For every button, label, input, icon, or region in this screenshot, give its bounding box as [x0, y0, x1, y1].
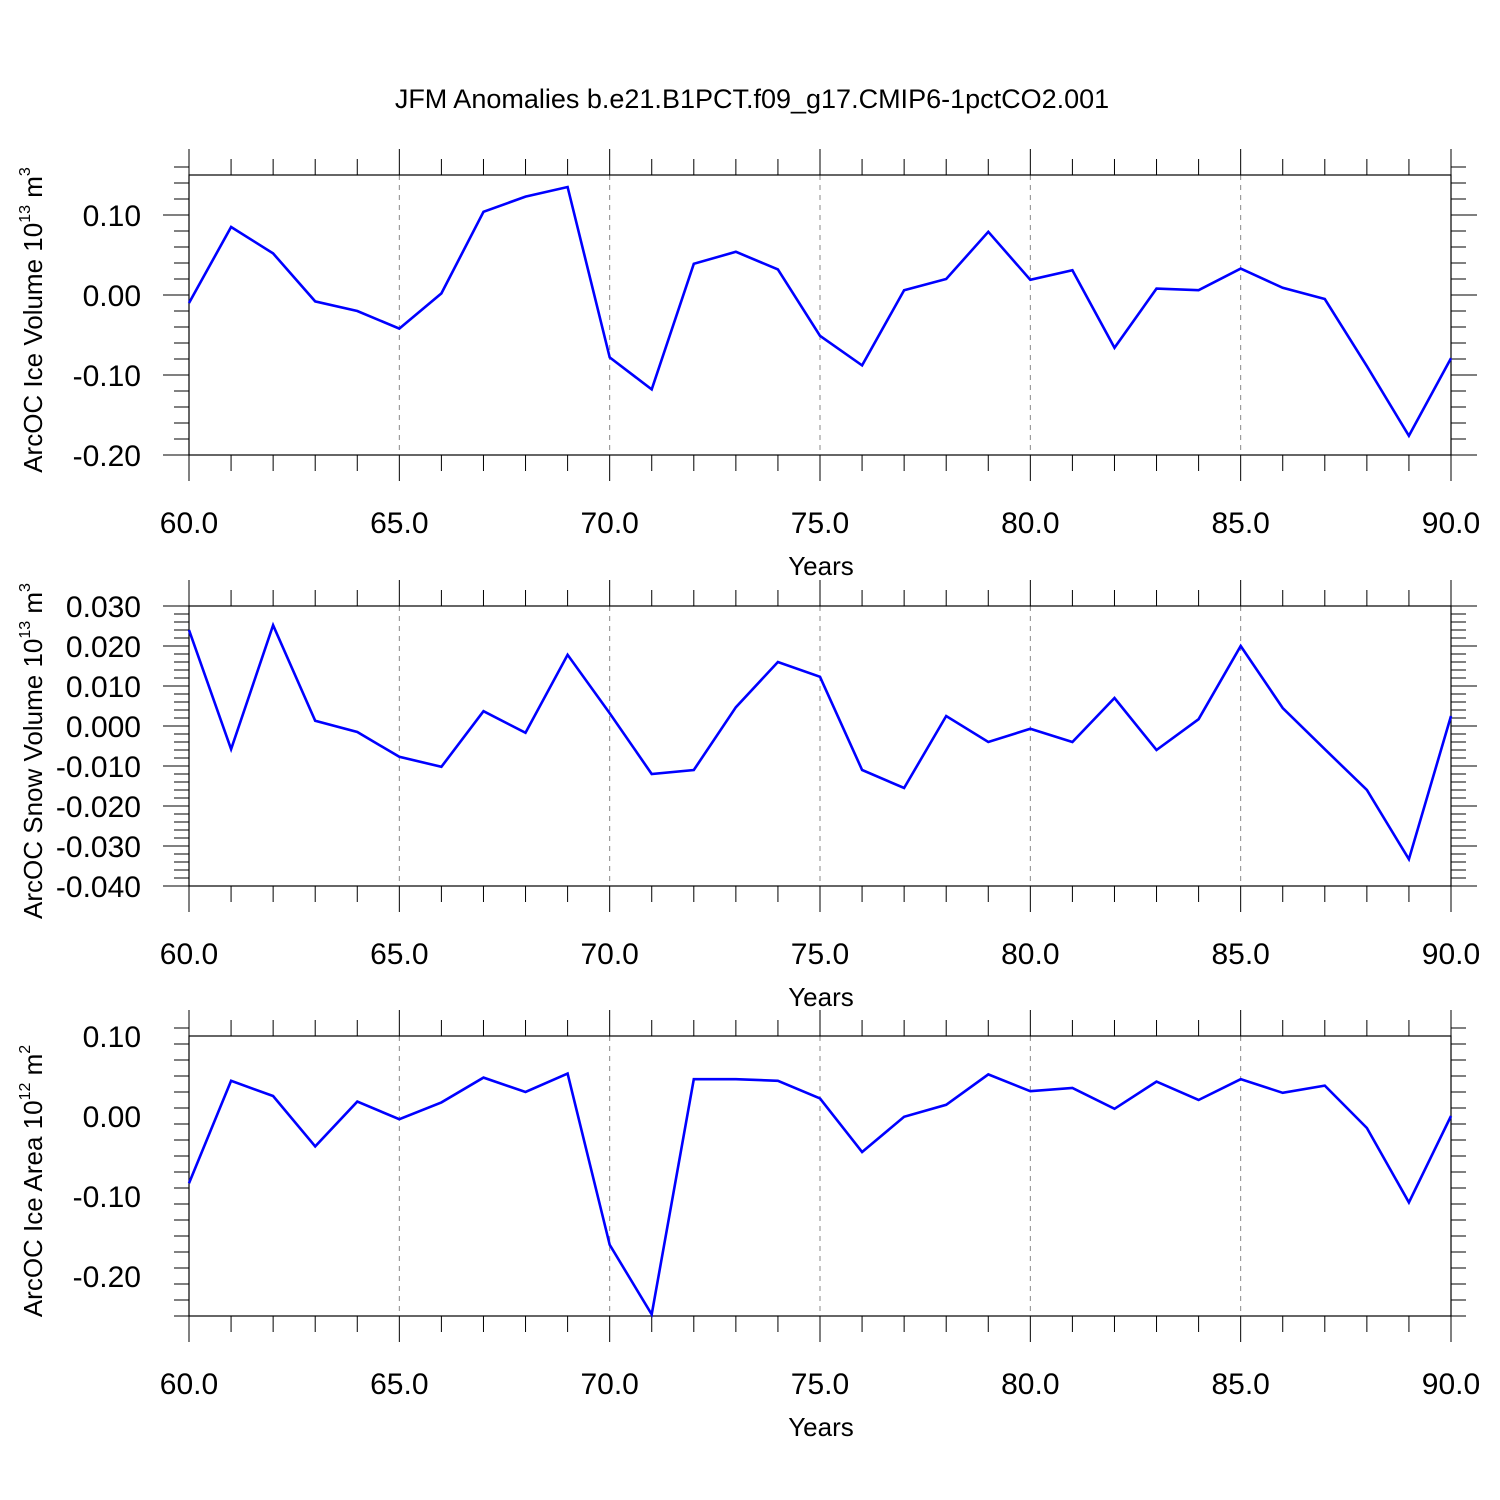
x-tick-label: 75.0 — [791, 1368, 849, 1401]
panel-snow-volume: -0.040 -0.030 -0.020 -0.010 0.000 0.010 0.020 0… — [17, 580, 1480, 1012]
x-tick-label: 75.0 — [791, 507, 849, 540]
y-tick-label: -0.010 — [56, 751, 141, 784]
series-line — [187, 1071, 1453, 1319]
x-tick-label: 85.0 — [1211, 1368, 1269, 1401]
y-tick-label: -0.040 — [56, 871, 141, 904]
x-tick-label: 90.0 — [1422, 938, 1480, 971]
x-tick-label: 90.0 — [1422, 507, 1480, 540]
y-tick-label: 0.000 — [66, 711, 141, 744]
x-tick-label: 65.0 — [370, 1368, 428, 1401]
y-axis-label-exponent: 13 — [17, 205, 34, 223]
figure-title: JFM Anomalies b.e21.B1PCT.f09_g17.CMIP6-… — [395, 84, 1109, 114]
y-tick-label: -0.020 — [56, 791, 141, 824]
y-axis-label-main: ArcOC Snow Volume 10 — [18, 639, 48, 919]
y-tick-label: 0.010 — [66, 671, 141, 704]
x-tick-label: 75.0 — [791, 938, 849, 971]
y-axis-label-unit-exponent: 3 — [17, 167, 34, 176]
x-tick-label: 80.0 — [1001, 938, 1059, 971]
x-tick-label: 70.0 — [580, 1368, 638, 1401]
y-axis-label: ArcOC Snow Volume 1013 m3 — [17, 583, 48, 919]
x-axis-label: Years — [788, 982, 854, 1012]
y-tick-label: 0.10 — [83, 1021, 141, 1054]
y-axis-label-exponent: 13 — [17, 621, 34, 639]
y-tick-label: 0.00 — [83, 280, 141, 313]
y-axis-label-main: ArcOC Ice Area 10 — [18, 1100, 48, 1317]
x-tick-label: 60.0 — [160, 1368, 218, 1401]
y-axis-label-exponent: 12 — [17, 1083, 34, 1101]
y-axis-label: ArcOC Ice Area 1012 m2 — [17, 1045, 48, 1317]
panel-ice-area: -0.20 -0.10 0.00 0.10 60.0 65.0 70.0 75.0 80.0 85… — [17, 1010, 1480, 1442]
x-tick-label: 90.0 — [1422, 1368, 1480, 1401]
y-tick-label: -0.10 — [73, 360, 141, 393]
x-tick-label: 70.0 — [580, 507, 638, 540]
y-axis-label-main: ArcOC Ice Volume 10 — [18, 223, 48, 473]
series-line — [187, 185, 1453, 439]
y-axis-label-unit: m — [18, 176, 48, 205]
x-axis-label: Years — [788, 1412, 854, 1442]
x-tick-label: 60.0 — [160, 938, 218, 971]
y-tick-label: -0.10 — [73, 1181, 141, 1214]
y-tick-label: 0.030 — [66, 591, 141, 624]
x-tick-label: 85.0 — [1211, 938, 1269, 971]
y-tick-label: 0.00 — [83, 1101, 141, 1134]
y-tick-label: -0.030 — [56, 831, 141, 864]
y-tick-label: 0.020 — [66, 631, 141, 664]
x-axis-label: Years — [788, 551, 854, 581]
x-tick-label: 65.0 — [370, 938, 428, 971]
y-axis-label-unit: m — [18, 592, 48, 621]
x-tick-label: 65.0 — [370, 507, 428, 540]
y-tick-label: -0.20 — [73, 1261, 141, 1294]
y-axis-label: ArcOC Ice Volume 1013 m3 — [17, 167, 48, 473]
x-tick-label: 80.0 — [1001, 507, 1059, 540]
x-tick-label: 85.0 — [1211, 507, 1269, 540]
x-tick-label: 80.0 — [1001, 1368, 1059, 1401]
panel-ice-volume: -0.20 -0.10 0.00 0.10 60.0 65.0 70.0 75.0 80.0 85… — [17, 149, 1480, 581]
y-axis-label-unit-exponent: 2 — [17, 1045, 34, 1054]
y-axis-label-unit-exponent: 3 — [17, 583, 34, 592]
y-tick-label: 0.10 — [83, 200, 141, 233]
x-tick-label: 60.0 — [160, 507, 218, 540]
series-line — [187, 621, 1453, 863]
x-tick-label: 70.0 — [580, 938, 638, 971]
y-tick-label: -0.20 — [73, 440, 141, 473]
y-axis-label-unit: m — [18, 1054, 48, 1083]
